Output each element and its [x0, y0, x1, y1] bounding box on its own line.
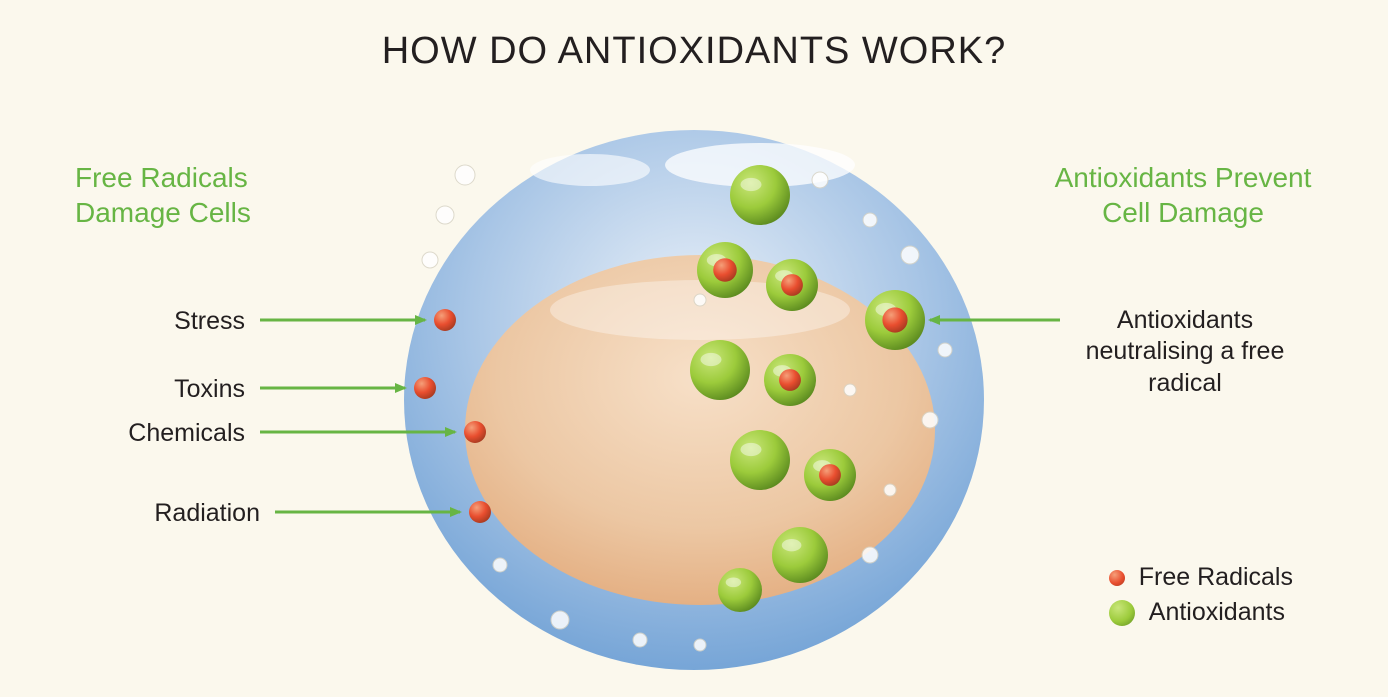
label-stress: Stress: [85, 307, 245, 336]
vesicles-layer: [422, 165, 952, 651]
page-title: HOW DO ANTIOXIDANTS WORK?: [0, 30, 1388, 73]
vesicle: [812, 172, 828, 188]
free-radical: [469, 501, 491, 523]
vesicle: [694, 294, 706, 306]
heading-antioxidants: Antioxidants Prevent Cell Damage: [1053, 160, 1313, 230]
free-radical: [464, 421, 486, 443]
heading-antioxidants-line2: Cell Damage: [1102, 197, 1264, 228]
label-toxins: Toxins: [85, 375, 245, 404]
vesicle: [694, 639, 706, 651]
vesicle: [436, 206, 454, 224]
antioxidants-layer: [690, 165, 925, 612]
captured-free-radical: [713, 258, 737, 282]
cell-membrane: [404, 130, 984, 670]
antioxidant: [772, 527, 828, 583]
vesicle: [493, 558, 507, 572]
antioxidant: [764, 354, 816, 406]
vesicle: [938, 343, 952, 357]
vesicle: [422, 252, 438, 268]
antioxidant: [730, 430, 790, 490]
antioxidant: [804, 449, 856, 501]
legend: Free Radicals Antioxidants: [1109, 557, 1293, 627]
legend-item-free-radicals: Free Radicals: [1109, 563, 1293, 592]
antioxidant: [690, 340, 750, 400]
label-chemicals: Chemicals: [85, 419, 245, 448]
heading-free-radicals: Free Radicals Damage Cells: [75, 160, 251, 230]
legend-dot-free-radical: [1109, 570, 1125, 586]
label-radiation: Radiation: [100, 499, 260, 528]
nucleus-gloss: [550, 280, 850, 340]
annotation-neutralising: Antioxidants neutralising a free radical: [1065, 305, 1305, 399]
captured-free-radical: [882, 307, 907, 332]
legend-label-antioxidants: Antioxidants: [1149, 598, 1285, 627]
antioxidant: [766, 259, 818, 311]
free-radical: [434, 309, 456, 331]
vesicle: [844, 384, 856, 396]
antioxidant: [730, 165, 790, 225]
vesicle: [884, 484, 896, 496]
free-radical: [414, 377, 436, 399]
infographic-stage: HOW DO ANTIOXIDANTS WORK? Free Radicals …: [0, 0, 1388, 697]
vesicle: [901, 246, 919, 264]
legend-dot-antioxidant: [1109, 600, 1135, 626]
vesicle: [862, 547, 878, 563]
vesicle: [551, 611, 569, 629]
vesicle: [633, 633, 647, 647]
vesicle: [863, 213, 877, 227]
heading-antioxidants-line1: Antioxidants Prevent: [1055, 162, 1312, 193]
captured-free-radical: [819, 464, 841, 486]
antioxidant: [697, 242, 753, 298]
heading-free-radicals-line2: Damage Cells: [75, 197, 251, 228]
antioxidant: [718, 568, 762, 612]
cell-nucleus: [465, 255, 935, 605]
antioxidant: [865, 290, 925, 350]
cell-gloss-2: [530, 154, 650, 186]
legend-label-free-radicals: Free Radicals: [1139, 563, 1293, 592]
captured-free-radical: [781, 274, 803, 296]
heading-free-radicals-line1: Free Radicals: [75, 162, 248, 193]
free-radicals-layer: [414, 309, 491, 523]
vesicle: [455, 165, 475, 185]
arrows-layer: [260, 320, 1060, 512]
legend-item-antioxidants: Antioxidants: [1109, 598, 1293, 627]
cell-gloss-1: [665, 143, 855, 187]
captured-free-radical: [779, 369, 801, 391]
vesicle: [922, 412, 938, 428]
